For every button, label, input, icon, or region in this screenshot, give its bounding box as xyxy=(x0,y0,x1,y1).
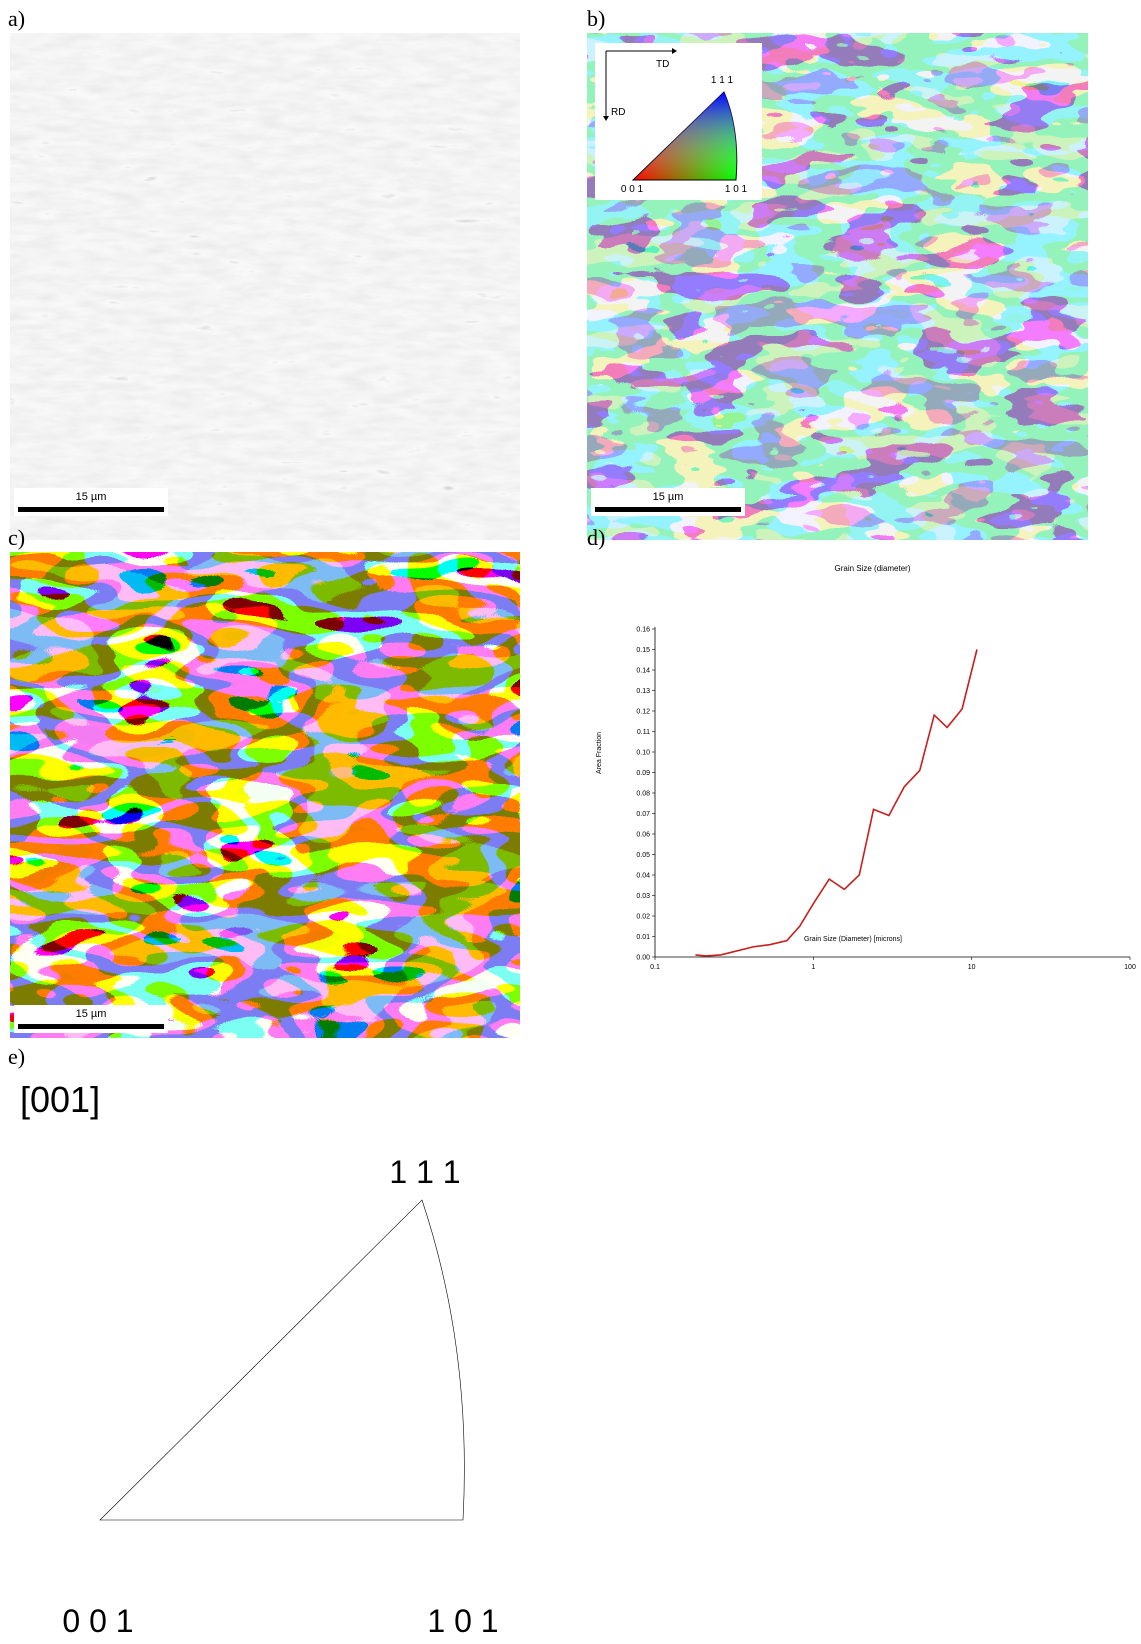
corner-label: 1 1 1 xyxy=(389,1154,460,1190)
y-tick-label: 0.00 xyxy=(636,955,650,962)
y-tick-label: 0.15 xyxy=(636,647,650,654)
panel-label: e) xyxy=(8,1044,25,1069)
x-tick-label: 1 xyxy=(811,964,815,971)
y-axis-label: Area Fraction xyxy=(596,732,603,774)
direction-label: [001] xyxy=(20,1079,100,1120)
corner-label: 1 1 1 xyxy=(711,75,734,86)
scale-bar-label: 15 µm xyxy=(76,491,107,503)
corner-label: 1 0 1 xyxy=(427,1603,498,1639)
corner-label: 0 0 1 xyxy=(621,184,644,195)
figure: a) 15 µm b) TD RD 1 1 1 0 0 1 1 0 1 15 µ… xyxy=(0,0,1141,1644)
y-tick-label: 0.09 xyxy=(636,770,650,777)
chart-title: Grain Size (diameter) xyxy=(834,564,910,573)
corner-label: 1 0 1 xyxy=(725,184,748,195)
y-tick-label: 0.11 xyxy=(637,729,650,736)
scale-bar xyxy=(18,507,164,512)
y-tick-label: 0.14 xyxy=(636,668,650,675)
panel-label: a) xyxy=(8,6,25,31)
panel-label: c) xyxy=(8,525,25,550)
panel-label: d) xyxy=(587,525,605,550)
pole-figure xyxy=(100,1195,475,1525)
micrograph xyxy=(10,33,520,540)
rd-label: RD xyxy=(611,107,625,118)
x-tick-label: 10 xyxy=(968,964,976,971)
scale-bar-label: 15 µm xyxy=(76,1008,107,1020)
chart: Grain Size (diameter) Grain Size (Diamete… xyxy=(596,564,1136,971)
grain-map xyxy=(10,552,520,1038)
x-axis-label: Grain Size (Diameter) [microns] xyxy=(804,936,902,943)
series-line xyxy=(695,650,977,956)
scale-bar xyxy=(18,1024,164,1029)
y-tick-label: 0.10 xyxy=(636,750,650,757)
scale-bar xyxy=(595,507,741,512)
pole-density xyxy=(100,1195,475,1525)
y-tick-label: 0.05 xyxy=(636,852,650,859)
y-tick-label: 0.02 xyxy=(636,914,650,921)
y-tick-label: 0.03 xyxy=(636,893,650,900)
y-tick-label: 0.08 xyxy=(636,791,650,798)
y-tick-label: 0.04 xyxy=(636,873,650,880)
y-tick-label: 0.12 xyxy=(636,709,650,716)
x-tick-label: 100 xyxy=(1124,964,1136,971)
td-label: TD xyxy=(656,59,669,70)
y-tick-label: 0.13 xyxy=(636,688,650,695)
y-tick-label: 0.16 xyxy=(636,627,650,634)
panel-label: b) xyxy=(587,6,605,31)
y-tick-label: 0.01 xyxy=(636,934,650,941)
corner-label: 0 0 1 xyxy=(62,1603,133,1639)
x-tick-label: 0.1 xyxy=(650,964,660,971)
y-tick-label: 0.07 xyxy=(636,811,650,818)
y-tick-label: 0.06 xyxy=(636,832,650,839)
scale-bar-label: 15 µm xyxy=(653,491,684,503)
